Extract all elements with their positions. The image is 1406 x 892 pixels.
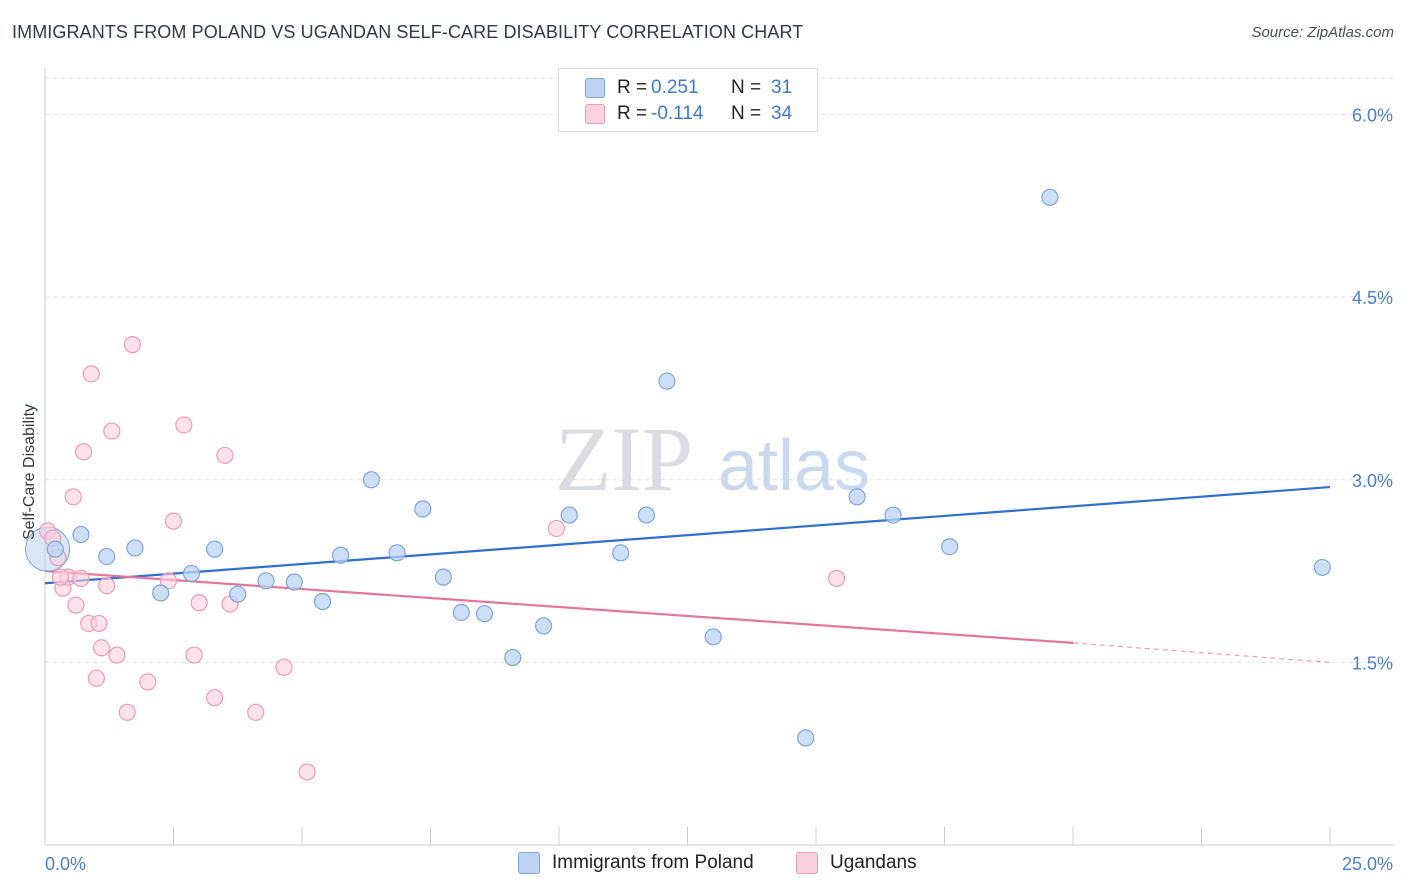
data-point-poland bbox=[612, 544, 630, 562]
data-point-ugandans bbox=[247, 703, 265, 721]
legend-r-label: R = bbox=[617, 103, 648, 124]
series-legend: Immigrants from Poland Ugandans bbox=[0, 852, 1406, 878]
series-label-ugandans: Ugandans bbox=[830, 852, 917, 873]
data-point-ugandans bbox=[74, 443, 93, 461]
data-point-ugandans bbox=[164, 512, 183, 530]
data-point-ugandans bbox=[275, 658, 293, 676]
data-point-poland bbox=[313, 592, 332, 611]
series-legend-ugandans: Ugandans bbox=[796, 852, 917, 874]
data-point-poland bbox=[658, 372, 676, 390]
y-tick-label: 4.5% bbox=[1352, 288, 1393, 308]
watermark-atlas: atlas bbox=[718, 426, 870, 506]
series-swatch-ugandans bbox=[796, 852, 818, 874]
data-point-poland bbox=[504, 648, 522, 667]
data-point-ugandans bbox=[159, 572, 177, 590]
data-point-ugandans bbox=[108, 646, 126, 664]
data-point-ugandans bbox=[118, 703, 136, 721]
trend-line-ugandans-extension bbox=[1072, 642, 1331, 663]
data-point-ugandans bbox=[139, 673, 157, 691]
data-point-ugandans bbox=[175, 416, 193, 434]
data-point-poland bbox=[452, 603, 470, 622]
data-point-poland bbox=[704, 628, 722, 646]
data-point-poland bbox=[257, 572, 275, 590]
trend-lines bbox=[44, 485, 1331, 663]
data-point-poland bbox=[98, 547, 116, 566]
y-axis-label: Self-Care Disability bbox=[21, 404, 38, 540]
data-point-poland bbox=[414, 500, 432, 518]
series-legend-poland: Immigrants from Poland bbox=[518, 852, 754, 874]
data-point-ugandans bbox=[190, 594, 208, 612]
data-point-ugandans bbox=[98, 577, 116, 595]
data-point-poland bbox=[884, 506, 902, 524]
trend-line-ugandans bbox=[44, 569, 1074, 644]
legend-r-label: R = bbox=[617, 77, 648, 98]
data-point-poland bbox=[1313, 558, 1331, 577]
gridlines bbox=[45, 77, 1394, 663]
data-point-ugandans bbox=[185, 646, 203, 664]
legend-swatch-poland bbox=[585, 78, 605, 98]
legend-row-poland: R = 0.251 N = 31 bbox=[585, 76, 792, 100]
data-point-poland bbox=[637, 506, 655, 524]
legend-swatch-ugandans bbox=[585, 104, 605, 124]
data-point-poland bbox=[475, 605, 494, 623]
watermark-zip: ZIP bbox=[555, 408, 693, 510]
data-point-ugandans bbox=[51, 568, 70, 586]
trend-line-poland bbox=[44, 485, 1331, 585]
data-point-ugandans bbox=[298, 763, 316, 781]
y-tick-label: 3.0% bbox=[1352, 471, 1393, 491]
data-point-poland bbox=[331, 546, 350, 564]
data-point-poland bbox=[182, 564, 201, 583]
data-point-ugandans bbox=[216, 446, 234, 465]
legend-r-value-ugandans: -0.114 bbox=[651, 103, 704, 124]
legend-n-value-ugandans: 34 bbox=[771, 103, 793, 124]
x-tick-label: 0.0% bbox=[45, 854, 86, 874]
series-label-poland: Immigrants from Poland bbox=[552, 852, 754, 873]
legend-n-label: N = bbox=[731, 77, 762, 98]
chart-title: IMMIGRANTS FROM POLAND VS UGANDAN SELF-C… bbox=[12, 22, 804, 42]
data-point-ugandans bbox=[87, 669, 106, 687]
data-point-poland bbox=[126, 539, 144, 557]
y-tick-label: 1.5% bbox=[1352, 653, 1393, 673]
data-point-ugandans bbox=[64, 488, 82, 506]
data-point-ugandans bbox=[206, 689, 224, 707]
data-point-ugandans bbox=[67, 596, 85, 614]
legend-r-value-poland: 0.251 bbox=[651, 77, 699, 98]
data-point-poland bbox=[797, 729, 815, 747]
data-point-ugandans bbox=[82, 365, 100, 383]
axes bbox=[44, 68, 1394, 846]
data-point-poland bbox=[560, 506, 578, 524]
data-point-poland bbox=[46, 540, 64, 558]
x-tick-label: 25.0% bbox=[1342, 854, 1393, 874]
data-point-poland bbox=[285, 573, 303, 591]
legend-n-value-poland: 31 bbox=[771, 77, 793, 98]
watermark: ZIP atlas bbox=[555, 408, 870, 510]
data-point-poland bbox=[941, 538, 959, 556]
data-point-ugandans bbox=[103, 422, 121, 440]
data-point-ugandans bbox=[72, 569, 90, 587]
data-point-poland bbox=[848, 488, 866, 506]
legend-n-label: N = bbox=[731, 103, 762, 124]
data-point-poland bbox=[434, 568, 452, 586]
data-point-ugandans bbox=[92, 639, 111, 657]
source-credit: Source: ZipAtlas.com bbox=[1251, 24, 1394, 41]
data-point-poland bbox=[534, 617, 553, 635]
tick-labels: 1.5% 3.0% 4.5% 6.0% 0.0% 25.0% bbox=[45, 106, 1393, 874]
series-swatch-poland bbox=[518, 852, 540, 874]
data-point-ugandans bbox=[123, 336, 141, 354]
data-point-poland bbox=[388, 544, 406, 562]
legend: R = 0.251 N = 31 R = -0.114 N = 34 bbox=[558, 68, 818, 132]
data-point-poland bbox=[152, 584, 170, 602]
data-point-ugandans bbox=[827, 569, 846, 587]
data-point-poland bbox=[206, 540, 224, 558]
data-points bbox=[25, 188, 1331, 781]
data-point-poland bbox=[1041, 188, 1059, 206]
data-point-ugandans bbox=[547, 519, 566, 538]
legend-row-ugandans: R = -0.114 N = 34 bbox=[585, 102, 792, 126]
data-point-ugandans bbox=[90, 614, 108, 633]
y-tick-label: 6.0% bbox=[1352, 106, 1393, 126]
data-point-poland bbox=[362, 471, 380, 489]
data-point-poland bbox=[229, 585, 247, 603]
data-point-poland bbox=[72, 525, 90, 544]
